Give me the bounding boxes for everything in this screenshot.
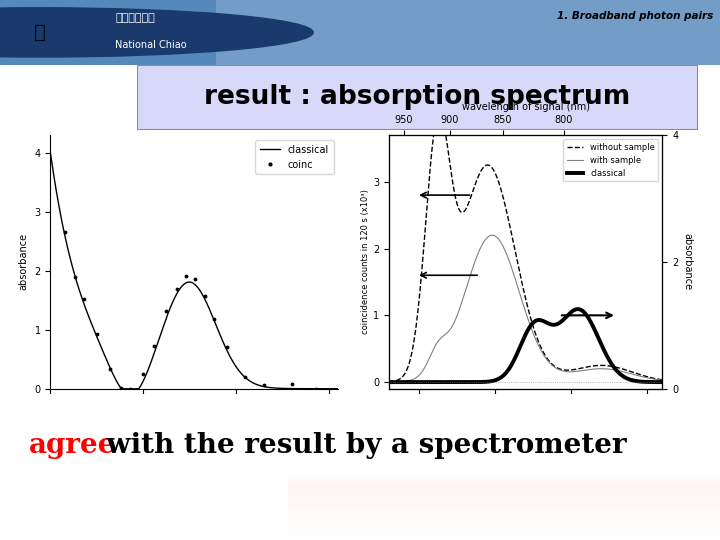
Text: result : absorption spectrum: result : absorption spectrum (204, 84, 631, 110)
Bar (288, 495, 720, 502)
Bar (288, 515, 720, 523)
Bar (288, 507, 720, 514)
Text: with the result by a spectrometer: with the result by a spectrometer (97, 432, 627, 458)
Bar (288, 530, 720, 537)
X-axis label: wavelength of idler (nm): wavelength of idler (nm) (134, 414, 255, 424)
Y-axis label: absorbance: absorbance (19, 233, 29, 291)
Bar (288, 498, 720, 505)
Y-axis label: coincidence counts in 120 s (x10³): coincidence counts in 120 s (x10³) (361, 190, 370, 334)
Bar (288, 486, 720, 494)
Bar (288, 480, 720, 488)
Legend: classical, coinc: classical, coinc (256, 140, 333, 174)
Bar (288, 518, 720, 525)
Y-axis label: absorbance: absorbance (683, 233, 692, 291)
Text: 🔵: 🔵 (34, 23, 45, 42)
X-axis label: wavelength of idler (nm): wavelength of idler (nm) (465, 414, 586, 424)
X-axis label: wavelength of signal (nm): wavelength of signal (nm) (462, 102, 590, 112)
Text: agree: agree (29, 432, 117, 458)
Circle shape (0, 8, 313, 57)
Bar (288, 527, 720, 534)
Bar (288, 521, 720, 528)
Bar (288, 492, 720, 499)
Bar (216, 0, 720, 65)
Bar (288, 501, 720, 508)
Bar (288, 512, 720, 519)
Bar (288, 477, 720, 484)
FancyBboxPatch shape (137, 65, 698, 130)
Bar (288, 503, 720, 511)
Bar (288, 532, 720, 540)
Text: 國立交通大學: 國立交通大學 (115, 13, 155, 23)
Bar (288, 489, 720, 496)
Bar (288, 524, 720, 531)
Legend: without sample, with sample, classical: without sample, with sample, classical (563, 139, 658, 181)
Bar (288, 509, 720, 517)
Text: 1. Broadband photon pairs: 1. Broadband photon pairs (557, 11, 713, 21)
Text: National Chiao: National Chiao (115, 40, 186, 50)
Bar (288, 483, 720, 490)
